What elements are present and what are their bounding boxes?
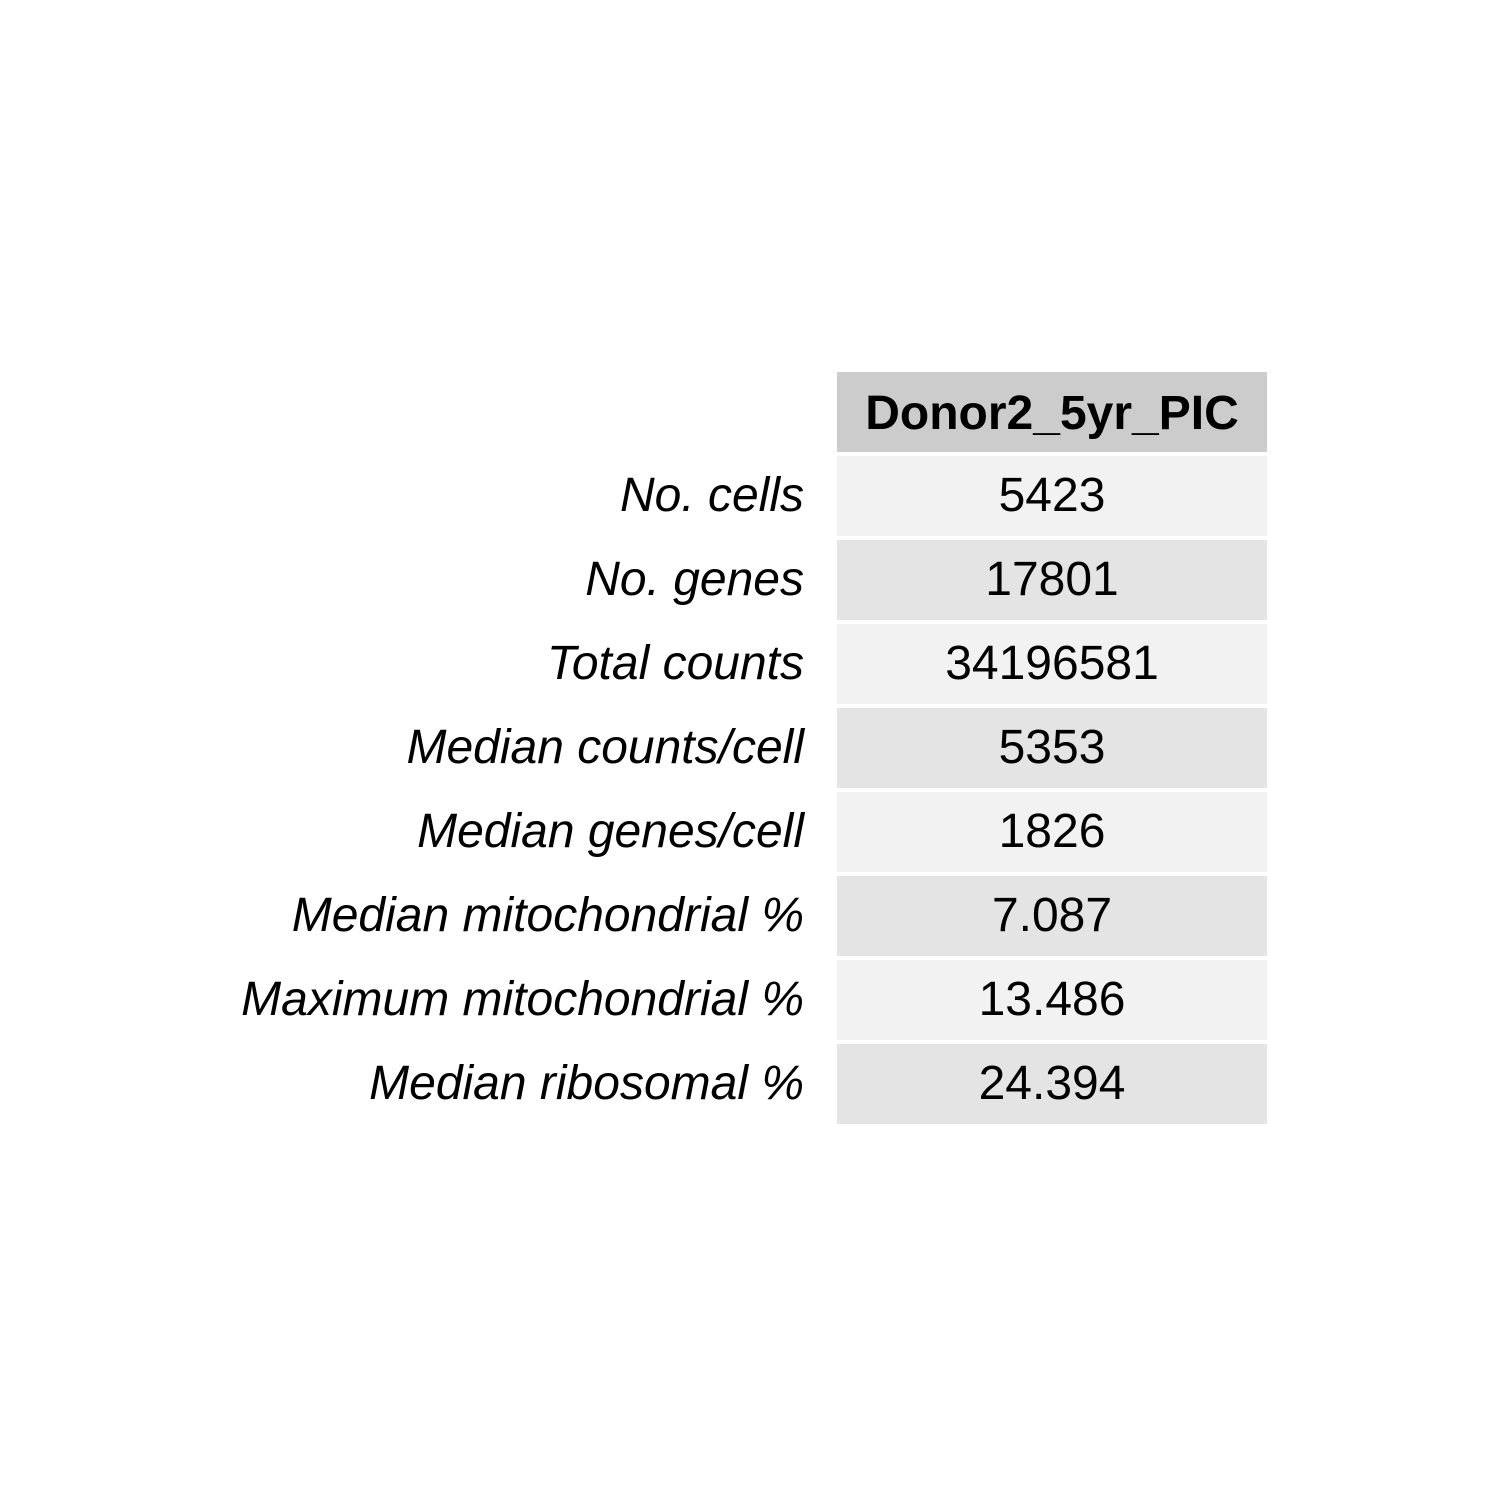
table-cell: 7.087 xyxy=(837,876,1267,956)
row-label: No. genes xyxy=(585,553,804,606)
row-label: Median genes/cell xyxy=(417,805,804,858)
column-header: Donor2_5yr_PIC xyxy=(837,372,1267,452)
row-label: Median ribosomal % xyxy=(369,1057,804,1110)
table-cell: 13.486 xyxy=(837,960,1267,1040)
table-cell: 34196581 xyxy=(837,624,1267,704)
table-cell: 17801 xyxy=(837,540,1267,620)
table-cell: 5423 xyxy=(837,456,1267,536)
table-cell: 5353 xyxy=(837,708,1267,788)
row-label: Median mitochondrial % xyxy=(291,889,804,942)
table-cell: 1826 xyxy=(837,792,1267,872)
row-label: Total counts xyxy=(546,637,804,690)
row-label: Maximum mitochondrial % xyxy=(241,973,804,1026)
row-label: Median counts/cell xyxy=(406,721,804,774)
row-label: No. cells xyxy=(619,469,804,522)
table-cell: 24.394 xyxy=(837,1044,1267,1124)
